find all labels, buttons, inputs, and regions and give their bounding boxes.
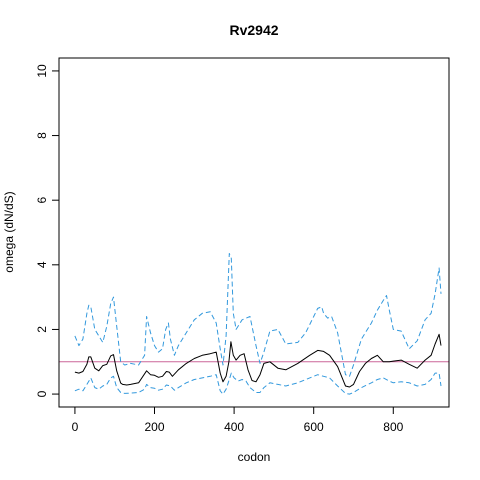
series-line-upper bbox=[74, 253, 442, 377]
plot-area bbox=[59, 253, 449, 395]
y-tick-label: 8 bbox=[35, 132, 49, 139]
series-line-lower bbox=[74, 372, 442, 395]
x-tick-label: 400 bbox=[224, 420, 244, 434]
x-tick-label: 800 bbox=[383, 420, 403, 434]
chart-title: Rv2942 bbox=[229, 22, 278, 38]
plot-frame bbox=[58, 57, 450, 408]
y-tick-label: 10 bbox=[35, 64, 49, 78]
y-tick-label: 0 bbox=[35, 390, 49, 397]
y-tick-label: 4 bbox=[35, 261, 49, 268]
y-axis-label: omega (dN/dS) bbox=[2, 191, 16, 272]
x-axis-label: codon bbox=[238, 450, 271, 464]
y-tick-label: 2 bbox=[35, 326, 49, 333]
x-tick-label: 600 bbox=[304, 420, 324, 434]
y-axis: 0 2 4 6 8 10 bbox=[35, 64, 59, 397]
series-line-estimate bbox=[74, 333, 442, 388]
y-tick-label: 6 bbox=[35, 197, 49, 204]
x-tick-label: 200 bbox=[144, 420, 164, 434]
x-tick-label: 0 bbox=[72, 420, 79, 434]
x-axis: 0 200 400 600 800 bbox=[72, 407, 404, 434]
